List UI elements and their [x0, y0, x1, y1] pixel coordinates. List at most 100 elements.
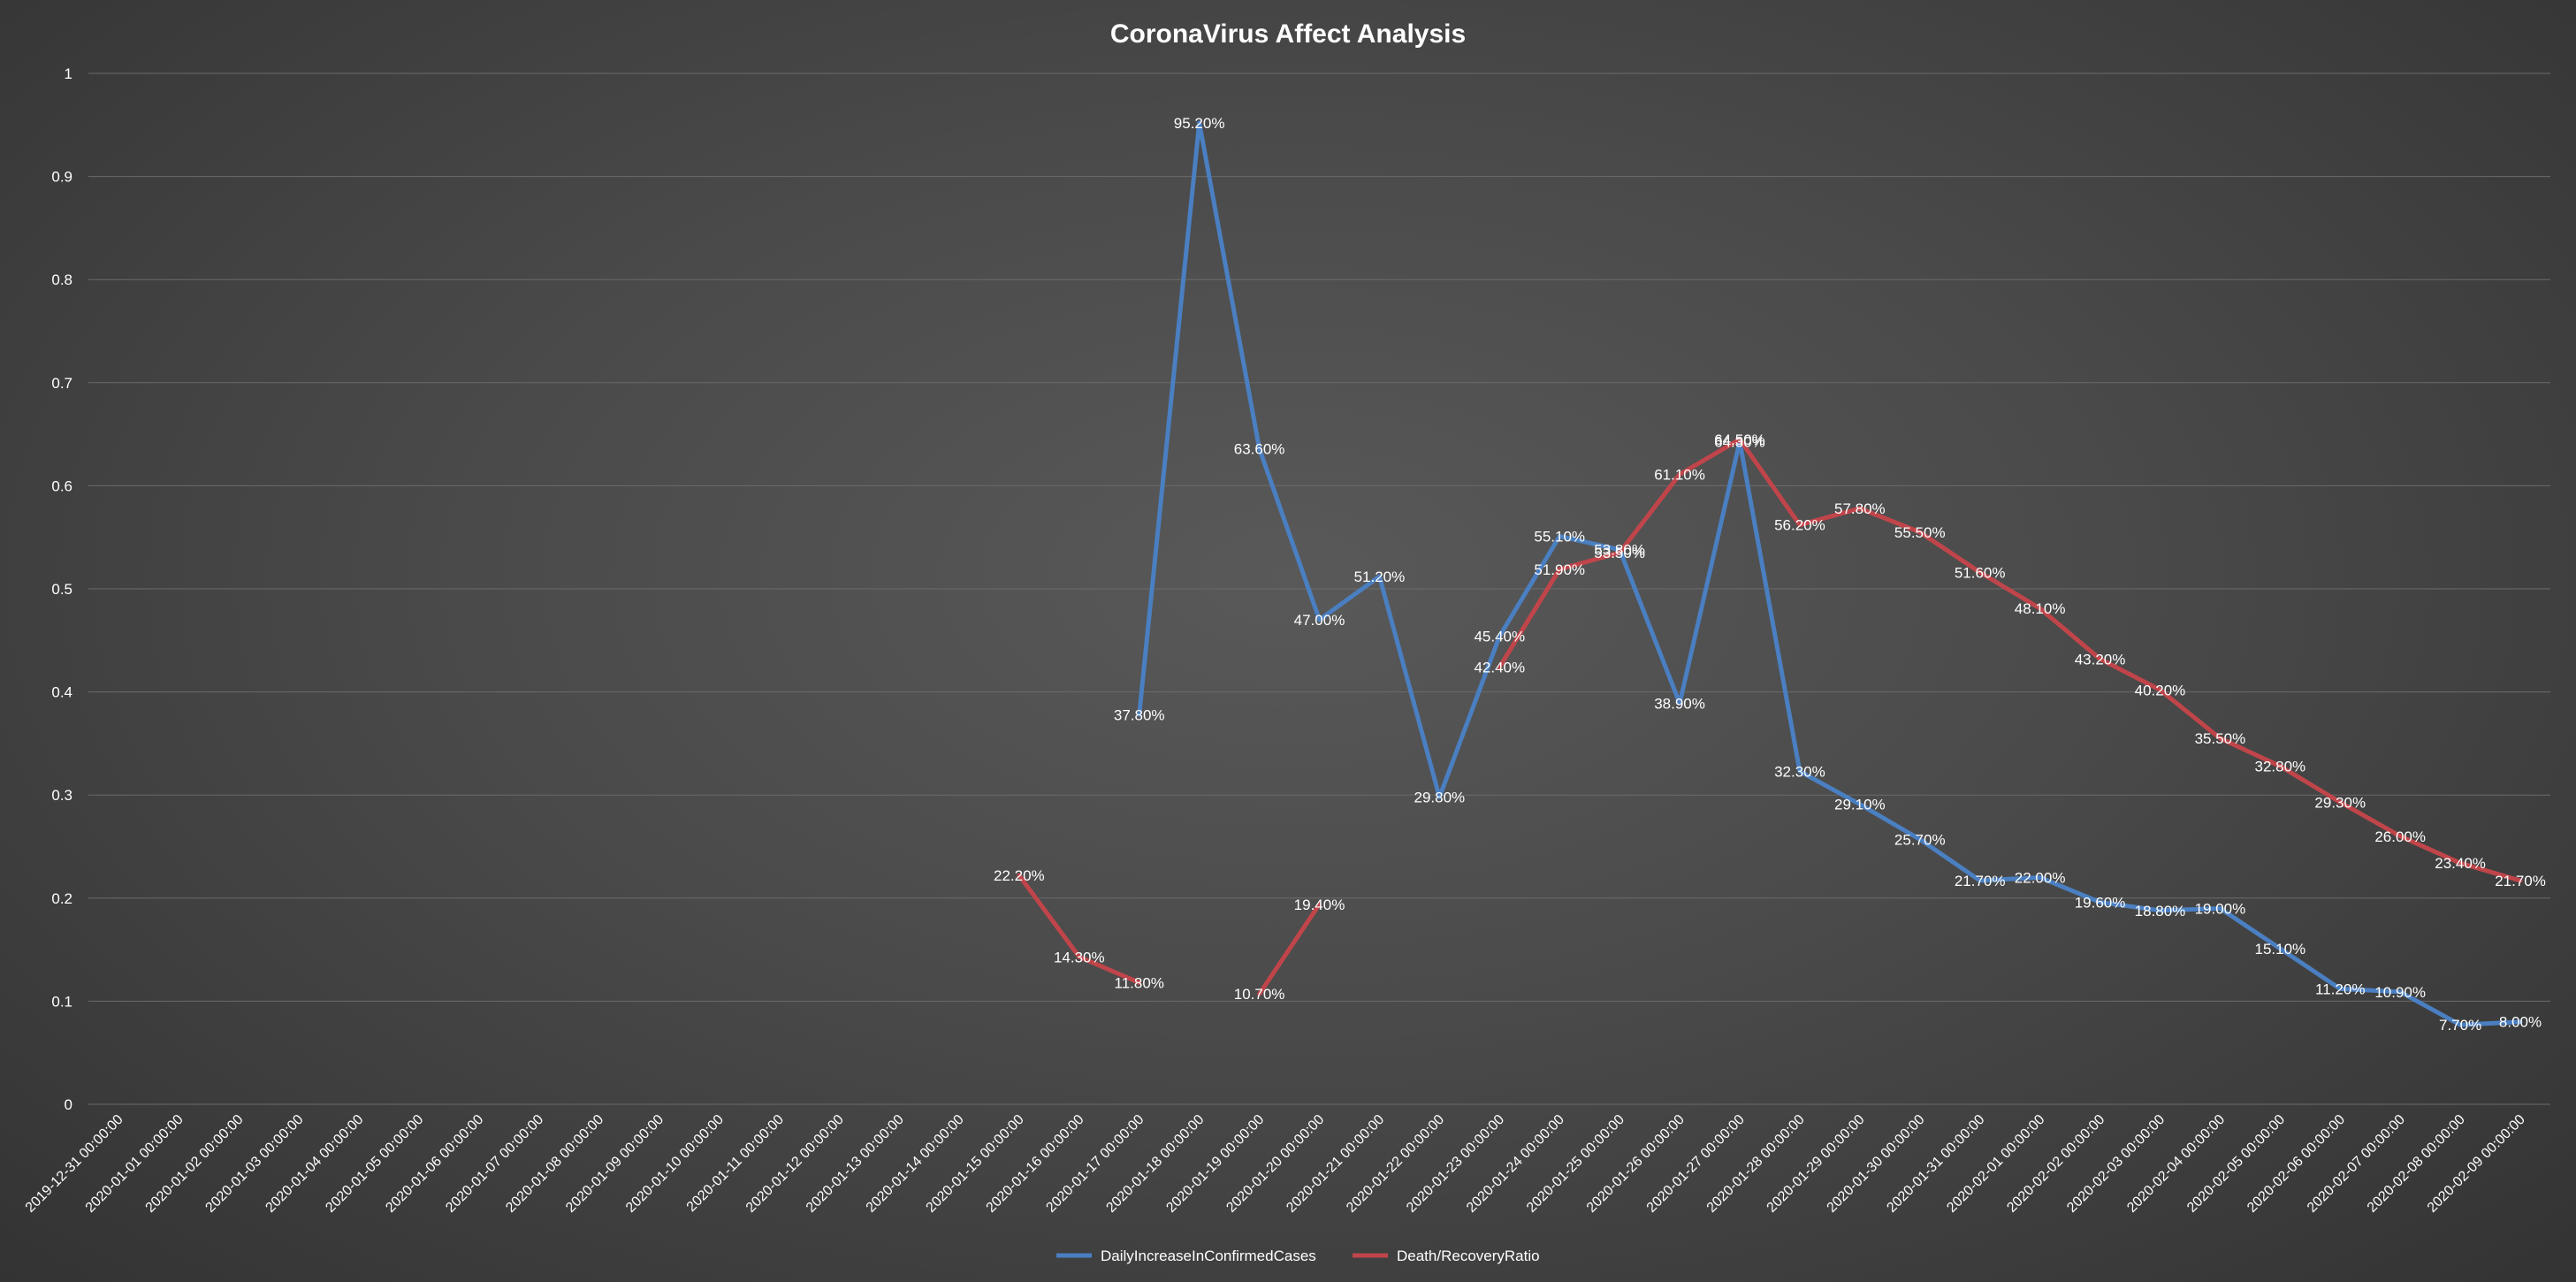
- data-label: 43.20%: [2075, 651, 2126, 668]
- x-tick-label: 2020-02-03 00:00:00: [2064, 1112, 2168, 1216]
- series-line-death-recovery-ratio: [1017, 873, 1142, 985]
- series-lines: [1017, 120, 2523, 1027]
- data-label: 29.80%: [1414, 790, 1466, 806]
- y-tick-label: 0.3: [51, 787, 72, 804]
- x-tick-label: 2020-02-05 00:00:00: [2184, 1112, 2288, 1216]
- x-tick-label: 2020-01-25 00:00:00: [1524, 1112, 1627, 1216]
- x-tick-label: 2020-02-07 00:00:00: [2305, 1112, 2408, 1216]
- data-label: 7.70%: [2439, 1017, 2481, 1034]
- data-label: 15.10%: [2254, 941, 2305, 958]
- data-label: 64.30%: [1714, 433, 1765, 450]
- data-label: 61.10%: [1654, 467, 1705, 484]
- x-tick-label: 2020-01-24 00:00:00: [1464, 1112, 1567, 1216]
- y-tick-label: 1: [65, 65, 72, 82]
- data-label: 57.80%: [1834, 500, 1886, 517]
- x-tick-label: 2020-01-06 00:00:00: [383, 1112, 486, 1216]
- data-label: 51.20%: [1354, 569, 1406, 585]
- data-label: 8.00%: [2499, 1014, 2542, 1031]
- data-label: 21.70%: [2495, 873, 2546, 889]
- data-label: 22.20%: [994, 867, 1045, 884]
- data-label: 51.60%: [1955, 564, 2006, 581]
- x-tick-label: 2020-02-08 00:00:00: [2365, 1112, 2468, 1216]
- y-tick-label: 0.2: [51, 890, 72, 907]
- series-line-death-recovery-ratio: [1497, 437, 2523, 883]
- x-tick-label: 2020-01-27 00:00:00: [1644, 1112, 1748, 1216]
- x-tick-label: 2020-01-12 00:00:00: [743, 1112, 847, 1216]
- data-label: 10.90%: [2374, 984, 2426, 1001]
- data-label: 95.20%: [1174, 115, 1225, 132]
- data-label: 22.00%: [2015, 869, 2066, 886]
- y-axis-tick-labels: 0 0.1 0.2 0.3 0.4 0.5 0.6 0.7 0.8 0.9 1: [51, 65, 72, 1113]
- data-label: 19.00%: [2195, 900, 2246, 917]
- data-label: 35.50%: [2195, 730, 2246, 747]
- x-tick-label: 2020-01-26 00:00:00: [1584, 1112, 1688, 1216]
- x-tick-label: 2020-02-02 00:00:00: [2004, 1112, 2107, 1216]
- x-tick-label: 2020-01-19 00:00:00: [1163, 1112, 1267, 1216]
- x-tick-label: 2020-02-01 00:00:00: [1944, 1112, 2047, 1216]
- y-tick-label: 0.6: [51, 477, 72, 494]
- x-tick-label: 2020-01-20 00:00:00: [1223, 1112, 1327, 1216]
- data-label: 55.50%: [1894, 524, 1946, 541]
- data-label: 45.40%: [1474, 629, 1525, 645]
- data-label: 23.40%: [2435, 855, 2486, 872]
- data-label: 38.90%: [1654, 695, 1705, 712]
- x-tick-label: 2020-01-22 00:00:00: [1344, 1112, 1447, 1216]
- data-label: 37.80%: [1114, 706, 1165, 723]
- x-tick-label: 2020-01-29 00:00:00: [1764, 1112, 1868, 1216]
- x-tick-label: 2020-01-16 00:00:00: [984, 1112, 1087, 1216]
- x-tick-label: 2020-01-05 00:00:00: [323, 1112, 426, 1216]
- data-label: 51.90%: [1534, 561, 1585, 578]
- data-label: 21.70%: [1955, 873, 2006, 889]
- legend: DailyIncreaseInConfirmedCases Death/Recov…: [1056, 1248, 1540, 1264]
- data-label: 32.80%: [2254, 759, 2305, 775]
- data-label: 26.00%: [2374, 828, 2426, 845]
- y-tick-label: 0.9: [51, 169, 72, 186]
- data-label: 29.30%: [2314, 794, 2366, 811]
- data-label: 47.00%: [1294, 612, 1345, 629]
- x-tick-label: 2020-01-13 00:00:00: [804, 1112, 907, 1216]
- data-label: 56.20%: [1774, 517, 1825, 534]
- legend-label: DailyIncreaseInConfirmedCases: [1101, 1248, 1316, 1264]
- y-tick-label: 0.7: [51, 375, 72, 392]
- x-tick-label: 2020-01-01 00:00:00: [83, 1112, 187, 1216]
- x-tick-label: 2020-01-18 00:00:00: [1103, 1112, 1207, 1216]
- data-label: 48.10%: [2015, 600, 2066, 617]
- data-label: 18.80%: [2135, 903, 2186, 920]
- x-tick-label: 2020-01-21 00:00:00: [1284, 1112, 1387, 1216]
- x-tick-label: 2020-01-07 00:00:00: [443, 1112, 546, 1216]
- gridlines: [88, 72, 2550, 1105]
- x-tick-label: 2020-01-14 00:00:00: [864, 1112, 967, 1216]
- y-tick-label: 0.5: [51, 581, 72, 598]
- chart-title: CoronaVirus Affect Analysis: [1110, 19, 1466, 49]
- x-tick-label: 2020-02-04 00:00:00: [2124, 1112, 2228, 1216]
- data-label: 53.80%: [1594, 542, 1645, 559]
- series-line-death-recovery-ratio: [1257, 902, 1322, 996]
- x-tick-label: 2020-01-11 00:00:00: [684, 1112, 787, 1215]
- x-tick-label: 2020-01-30 00:00:00: [1825, 1112, 1928, 1216]
- x-tick-label: 2020-01-03 00:00:00: [202, 1112, 306, 1216]
- x-tick-label: 2019-12-31 00:00:00: [23, 1112, 126, 1216]
- x-tick-label: 2020-01-28 00:00:00: [1704, 1112, 1808, 1216]
- x-tick-label: 2020-01-09 00:00:00: [563, 1112, 667, 1216]
- x-tick-label: 2020-01-04 00:00:00: [263, 1112, 366, 1216]
- series-line-daily-increase: [1137, 120, 2523, 1027]
- data-label: 32.30%: [1774, 763, 1825, 780]
- data-label: 11.80%: [1115, 974, 1164, 991]
- x-tick-label: 2020-02-06 00:00:00: [2244, 1112, 2348, 1216]
- data-label: 55.10%: [1534, 529, 1585, 546]
- data-label: 42.40%: [1474, 660, 1525, 676]
- x-tick-label: 2020-01-02 00:00:00: [143, 1112, 247, 1216]
- x-tick-label: 2020-01-23 00:00:00: [1404, 1112, 1507, 1216]
- data-label: 19.40%: [1294, 897, 1345, 913]
- data-label: 10.70%: [1234, 986, 1285, 1003]
- data-label: 29.10%: [1834, 797, 1886, 813]
- data-label: 63.60%: [1234, 440, 1285, 457]
- data-label: 11.20%: [2315, 981, 2365, 997]
- y-tick-label: 0: [65, 1096, 72, 1113]
- x-tick-label: 2020-02-09 00:00:00: [2425, 1112, 2528, 1216]
- data-label: 25.70%: [1894, 831, 1946, 848]
- data-label: 19.60%: [2075, 894, 2126, 911]
